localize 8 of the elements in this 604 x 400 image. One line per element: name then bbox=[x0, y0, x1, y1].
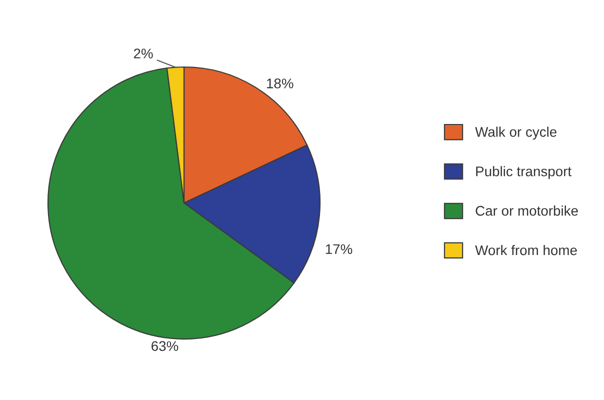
legend-label: Public transport bbox=[476, 166, 572, 180]
legend-label: Work from home bbox=[475, 244, 577, 256]
legend-label: Walk or cycle bbox=[475, 126, 556, 140]
data-label: 17% bbox=[326, 244, 352, 254]
data-label: 18% bbox=[267, 78, 294, 88]
legend-label: Car or motorbike bbox=[476, 206, 578, 216]
data-label: 2% bbox=[134, 48, 153, 58]
data-label: 63% bbox=[152, 341, 178, 351]
